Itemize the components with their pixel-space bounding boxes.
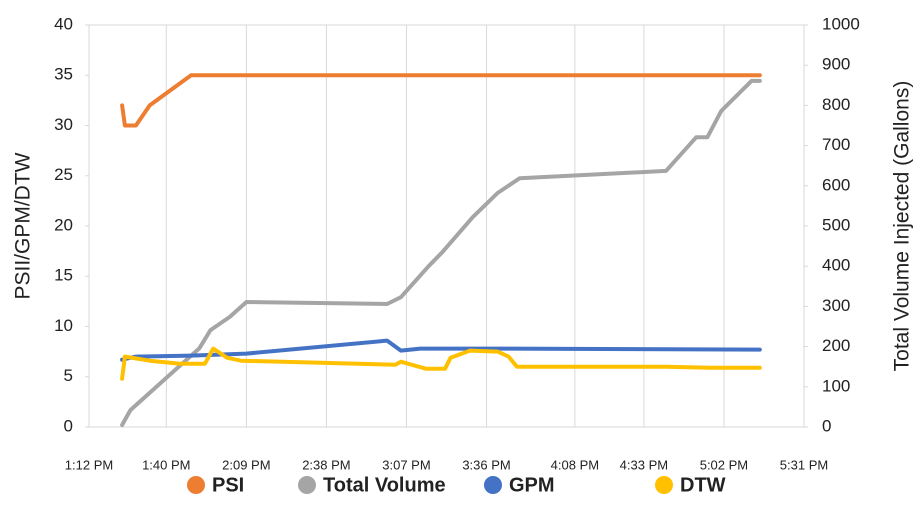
- x-tick-label: 2:38 PM: [302, 457, 350, 472]
- y-tick-label: 0: [64, 416, 73, 435]
- legend-marker: [187, 476, 205, 494]
- y2-tick-label: 1000: [822, 14, 860, 33]
- y2-tick-label: 400: [822, 256, 850, 275]
- x-tick-label: 2:09 PM: [222, 457, 270, 472]
- y2-tick-label: 900: [822, 55, 850, 74]
- y2-axis-title: Total Volume Injected (Gallons): [891, 81, 914, 372]
- y2-tick-label: 0: [822, 416, 831, 435]
- x-tick-label: 5:02 PM: [700, 457, 748, 472]
- x-tick-label: 3:36 PM: [462, 457, 510, 472]
- x-tick-label: 1:40 PM: [142, 457, 190, 472]
- y-tick-label: 15: [54, 266, 73, 285]
- y-tick-label: 25: [54, 165, 73, 184]
- y-tick-label: 10: [54, 316, 73, 335]
- x-tick-label: 1:12 PM: [65, 457, 113, 472]
- series-line: [120, 78, 762, 427]
- series-line: [120, 73, 762, 128]
- legend-marker: [484, 476, 502, 494]
- x-tick-label: 4:33 PM: [620, 457, 668, 472]
- y-tick-label: 35: [54, 65, 73, 84]
- y-tick-label: 30: [54, 115, 73, 134]
- y2-tick-label: 300: [822, 296, 850, 315]
- legend-label: DTW: [680, 474, 726, 496]
- legend-label: Total Volume: [323, 474, 446, 496]
- x-tick-label: 3:07 PM: [382, 457, 430, 472]
- x-tick-label: 4:08 PM: [551, 457, 599, 472]
- y2-tick-label: 800: [822, 95, 850, 114]
- y-tick-label: 20: [54, 215, 73, 234]
- y2-tick-label: 100: [822, 376, 850, 395]
- y2-tick-label: 600: [822, 175, 850, 194]
- y-tick-label: 5: [64, 366, 73, 385]
- y-axis-title: PSII/GPM/DTW: [12, 152, 35, 299]
- x-tick-label: 5:31 PM: [780, 457, 828, 472]
- legend-marker: [298, 476, 316, 494]
- legend-marker: [655, 476, 673, 494]
- y-tick-label: 40: [54, 14, 73, 33]
- legend-label: GPM: [509, 474, 555, 496]
- legend-label: PSI: [212, 474, 244, 496]
- series-line: [120, 346, 762, 381]
- y2-tick-label: 700: [822, 135, 850, 154]
- y2-tick-label: 500: [822, 215, 850, 234]
- y2-tick-label: 200: [822, 336, 850, 355]
- series-line: [120, 338, 762, 362]
